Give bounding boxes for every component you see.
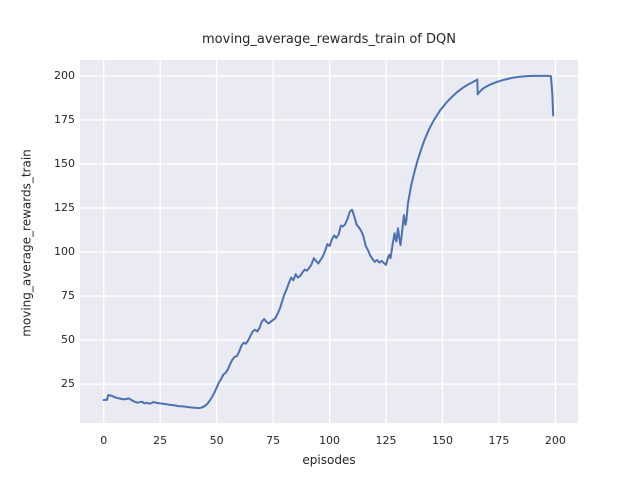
y-tick-label: 50	[61, 333, 75, 347]
y-tick-label: 100	[54, 245, 75, 259]
y-tick-label: 125	[54, 201, 75, 215]
x-tick-label: 175	[488, 434, 510, 447]
x-axis-label: episodes	[302, 453, 356, 467]
y-tick-label: 175	[54, 112, 75, 126]
y-axis-label: moving_average_rewards_train	[19, 149, 34, 337]
y-tick-label: 25	[61, 377, 75, 391]
x-tick-label: 75	[266, 434, 281, 447]
x-tick-label: 100	[319, 434, 341, 447]
x-tick-label: 0	[100, 434, 108, 447]
data-line	[102, 74, 555, 410]
y-tick-label: 75	[61, 289, 75, 303]
plot-area	[80, 60, 578, 423]
y-tick-label: 150	[54, 156, 75, 170]
x-tick-label: 25	[153, 434, 168, 447]
x-tick-label: 125	[375, 434, 397, 447]
chart-title: moving_average_rewards_train of DQN	[202, 32, 456, 47]
x-tick-label: 200	[544, 434, 566, 447]
x-tick-label: 150	[431, 434, 453, 447]
y-tick-label: 200	[54, 68, 75, 82]
x-tick-label: 50	[209, 434, 224, 447]
